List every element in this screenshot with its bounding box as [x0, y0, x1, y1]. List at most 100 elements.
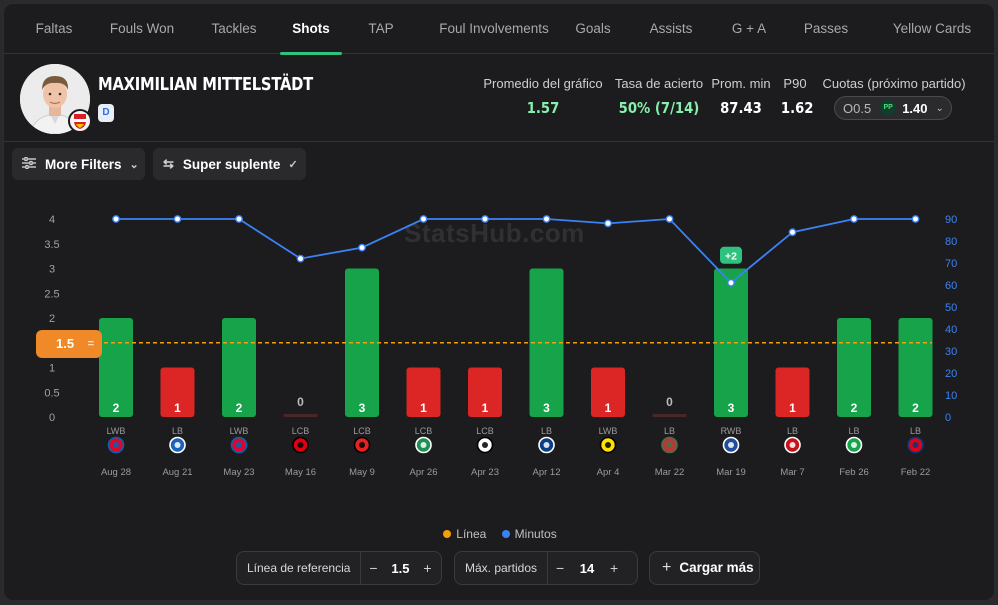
bar — [468, 367, 502, 417]
tab-tap[interactable]: TAP — [368, 21, 394, 36]
bar-value-label: 3 — [359, 401, 366, 415]
y-right-tick-label: 20 — [945, 368, 957, 380]
team-logo-icon — [113, 442, 119, 448]
load-more-button[interactable]: + Cargar más — [649, 551, 760, 585]
minutes-point — [419, 215, 428, 223]
minutes-point — [481, 215, 489, 223]
max-matches-value: 14 — [579, 560, 595, 576]
increase-max-button[interactable]: + — [609, 560, 619, 576]
y-right-tick-label: 30 — [945, 346, 957, 358]
club-logo-icon — [68, 109, 92, 133]
team-logo-icon — [174, 442, 181, 448]
stat-label: Promedio del gráfico — [483, 76, 603, 91]
reference-line-value: 1.5 — [56, 336, 75, 351]
y-left-tick-label: 3.5 — [44, 239, 59, 251]
team-logo-icon — [359, 442, 365, 448]
date-label: Aug 28 — [101, 467, 131, 478]
date-label: May 16 — [285, 467, 316, 478]
substitution-badge — [720, 246, 742, 264]
stat-label: P90 — [783, 76, 807, 91]
y-left-tick-label: 2 — [49, 313, 55, 325]
minutes-point — [173, 215, 182, 223]
reference-line-label: Línea de referencia — [237, 552, 362, 584]
tab-fouls-won[interactable]: Fouls Won — [109, 21, 175, 36]
position-label: LWB — [107, 426, 126, 436]
plus-icon: + — [662, 559, 672, 576]
y-right-tick-label: 60 — [945, 280, 957, 292]
bar — [714, 268, 748, 417]
y-left-tick-label: 0 — [49, 412, 55, 424]
shots-chart: 43.532.521.510.5090807060504030201002LWB… — [44, 214, 957, 478]
minutes-point — [296, 254, 305, 263]
decrease-reference-button[interactable]: − — [369, 560, 378, 576]
watermark: StatsHub.com — [404, 218, 585, 248]
team-logo-icon — [297, 442, 304, 448]
tab-yellow-cards[interactable]: Yellow Cards — [892, 21, 972, 36]
reference-line-control: Línea de referencia − 1.5 + — [236, 551, 442, 585]
date-label: Mar 7 — [780, 467, 804, 478]
tab-faltas[interactable]: Faltas — [35, 21, 73, 36]
tab-g-plus-a[interactable]: G + A — [731, 21, 767, 36]
increase-reference-button[interactable]: + — [423, 560, 432, 576]
date-label: Apr 23 — [471, 467, 499, 478]
team-logo-icon — [482, 442, 488, 448]
player-header: MAXIMILIAN MITTELSTÄDT D Promedio del gr… — [4, 54, 994, 142]
position-label: LB — [541, 426, 552, 436]
bar-value-label: 2 — [236, 401, 243, 415]
date-label: Feb 22 — [901, 467, 931, 478]
stat-value: 87.43 — [720, 99, 762, 117]
more-filters-button[interactable]: More Filters ⌄ — [12, 148, 145, 180]
legend-line[interactable]: Línea — [443, 527, 486, 541]
bookmaker-icon: PP — [880, 100, 897, 116]
stat-p90: P90 1.62 — [779, 76, 814, 117]
bar-value-label: 2 — [912, 401, 919, 415]
tab-goals[interactable]: Goals — [575, 21, 611, 36]
reference-line-handle[interactable]: 1.5 = — [36, 330, 102, 358]
legend-line-label: Línea — [456, 527, 487, 541]
y-left-tick-label: 4 — [49, 214, 55, 226]
stat-chart-average: Promedio del gráfico 1.57 — [482, 76, 604, 117]
team-logo-icon — [666, 442, 673, 448]
team-logo-icon — [543, 442, 550, 448]
tab-tackles[interactable]: Tackles — [211, 21, 257, 36]
tab-shots[interactable]: Shots — [280, 4, 342, 55]
y-left-tick-label: 2.5 — [44, 288, 59, 300]
position-label: LCB — [353, 426, 371, 436]
stats-panel: Faltas Fouls Won Tackles Shots TAP Foul … — [3, 3, 995, 601]
bar-value-label: 1 — [482, 401, 489, 415]
stat-tabs: Faltas Fouls Won Tackles Shots TAP Foul … — [4, 4, 994, 55]
bar-value-label: 1 — [789, 401, 796, 415]
odds-selector[interactable]: O0.5 PP 1.40 ⌄ — [834, 96, 952, 120]
date-label: Apr 26 — [410, 467, 438, 478]
bar — [160, 367, 195, 417]
odds-value: 1.40 — [902, 100, 928, 116]
tab-assists[interactable]: Assists — [649, 21, 693, 36]
stat-label: Prom. min — [711, 76, 771, 91]
minutes-point — [665, 215, 674, 223]
checkmark-icon: ✓ — [288, 158, 298, 171]
odds-line: O0.5 — [843, 100, 872, 116]
bar-value-label: 3 — [543, 401, 550, 415]
bar — [591, 367, 625, 417]
team-logo-icon — [236, 442, 242, 448]
position-label: LB — [910, 426, 921, 436]
decrease-max-button[interactable]: − — [555, 560, 565, 576]
date-label: May 9 — [349, 467, 375, 478]
minutes-point — [850, 215, 858, 223]
bar-value-label: 0 — [297, 395, 304, 409]
super-sub-filter-button[interactable]: ⇆ Super suplente ✓ — [153, 148, 306, 180]
y-left-tick-label: 3 — [49, 264, 55, 276]
bar-value-label: 2 — [113, 401, 120, 415]
legend-minutes[interactable]: Minutos — [501, 527, 557, 541]
minutes-point — [542, 215, 551, 223]
y-left-tick-label: 0.5 — [44, 387, 59, 399]
tab-foul-involvements[interactable]: Foul Involvements — [439, 21, 549, 36]
stat-label: Tasa de acierto — [614, 76, 704, 91]
chart-legend: Línea Minutos — [4, 527, 994, 541]
tab-passes[interactable]: Passes — [803, 21, 849, 36]
more-filters-label: More Filters — [45, 156, 122, 172]
team-logo-icon — [420, 442, 427, 448]
legend-line-dot — [443, 530, 452, 538]
minutes-point — [112, 215, 120, 223]
bar-value-label: 2 — [851, 401, 858, 415]
